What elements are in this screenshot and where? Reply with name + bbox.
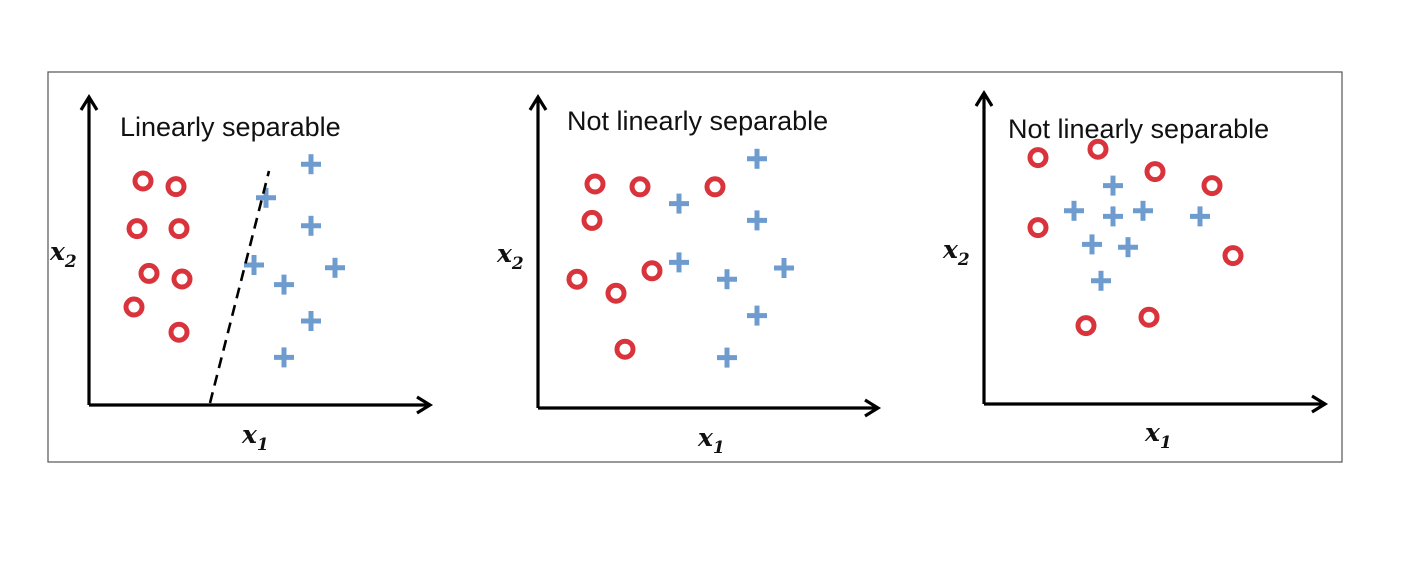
plus-point	[274, 347, 294, 368]
y-axis-arrow-icon	[528, 93, 548, 111]
plus-point	[1103, 206, 1123, 227]
circle-point	[1201, 175, 1223, 197]
x-axis-arrow-icon	[864, 398, 882, 418]
plus-point	[717, 347, 737, 368]
y-axis-label-letter: x	[942, 235, 959, 264]
circle-point	[605, 282, 627, 304]
plus-point	[717, 269, 737, 290]
panel-title: Not linearly separable	[567, 106, 828, 136]
panel-title: Not linearly separable	[1008, 114, 1269, 144]
circle-point	[614, 338, 636, 360]
x-axis-label-letter: x	[1144, 418, 1161, 447]
plus-point	[1118, 237, 1138, 258]
plus-point	[325, 257, 345, 278]
y-axis-arrow-icon	[79, 93, 99, 111]
circle-point	[1075, 315, 1097, 337]
x-axis-label-letter: x	[697, 423, 714, 452]
y-axis-label-letter: x	[496, 239, 513, 268]
circle-point	[1087, 138, 1109, 160]
circle-point	[566, 268, 588, 290]
plus-point	[244, 255, 264, 275]
x-axis-label-subscript: 1	[1160, 433, 1172, 453]
plus-point	[1064, 200, 1084, 221]
plus-point	[669, 193, 689, 214]
circle-point	[581, 209, 603, 231]
circle-point	[641, 260, 663, 282]
plus-point	[1190, 206, 1210, 227]
circle-point	[1027, 147, 1049, 169]
circle-point	[168, 321, 190, 343]
y-axis-label-subscript: 2	[957, 250, 970, 270]
y-axis-arrow-icon	[974, 89, 994, 107]
x-axis-label-letter: x	[241, 420, 258, 449]
y-axis-label-subscript: 2	[64, 252, 77, 272]
circle-point	[704, 176, 726, 198]
plus-point	[274, 274, 294, 295]
circle-point	[629, 176, 651, 198]
plus-point	[774, 258, 794, 278]
plus-point	[301, 311, 321, 331]
decision-boundary	[208, 170, 271, 404]
circle-point	[1222, 245, 1244, 267]
circle-point	[126, 218, 148, 240]
y-axis-label-subscript: 2	[511, 254, 524, 274]
plus-point	[301, 154, 321, 175]
y-axis-label: x2	[496, 239, 524, 274]
circle-point	[132, 170, 154, 192]
x-axis-arrow-icon	[416, 395, 434, 415]
plus-point	[1091, 270, 1111, 291]
plus-point	[747, 148, 767, 169]
circle-point	[584, 173, 606, 195]
plus-point	[1133, 200, 1153, 221]
plus-point	[1082, 234, 1102, 255]
panel-title: Linearly separable	[120, 112, 341, 142]
plus-point	[1103, 175, 1123, 196]
y-axis-label-letter: x	[49, 237, 66, 266]
plus-point	[669, 252, 689, 273]
circle-point	[1144, 161, 1166, 183]
circle-point	[168, 218, 190, 240]
x-axis-label-subscript: 1	[713, 438, 725, 458]
circle-point	[1138, 306, 1160, 328]
x-axis-arrow-icon	[1311, 394, 1329, 414]
circle-point	[165, 176, 187, 198]
x-axis-label: x1	[697, 423, 725, 458]
circle-point	[123, 296, 145, 318]
circle-point	[171, 268, 193, 290]
plus-point	[301, 215, 321, 236]
plus-point	[747, 210, 767, 231]
y-axis-label: x2	[49, 237, 77, 272]
circle-point	[138, 262, 160, 284]
circle-point	[1027, 217, 1049, 239]
x-axis-label-subscript: 1	[257, 435, 269, 455]
x-axis-label: x1	[241, 420, 269, 455]
x-axis-label: x1	[1144, 418, 1172, 453]
plus-point	[747, 305, 767, 326]
y-axis-label: x2	[942, 235, 970, 270]
plus-point	[256, 187, 276, 208]
